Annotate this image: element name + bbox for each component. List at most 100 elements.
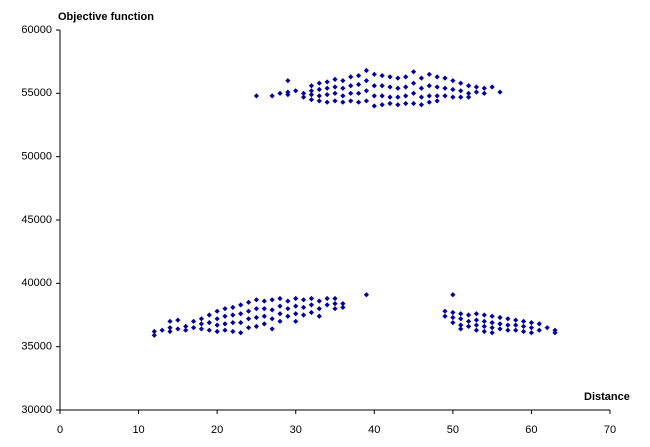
point bbox=[513, 317, 519, 323]
point bbox=[481, 85, 487, 91]
point bbox=[332, 295, 338, 302]
point bbox=[293, 303, 299, 309]
point bbox=[379, 102, 385, 108]
point bbox=[253, 306, 260, 312]
point bbox=[300, 312, 307, 318]
point bbox=[371, 93, 377, 99]
point bbox=[473, 84, 480, 90]
point bbox=[363, 67, 370, 74]
point bbox=[222, 321, 228, 327]
point bbox=[308, 83, 315, 89]
point bbox=[371, 71, 377, 77]
point bbox=[324, 302, 330, 308]
point bbox=[379, 73, 385, 79]
point bbox=[426, 99, 432, 105]
point bbox=[238, 320, 244, 326]
point bbox=[403, 74, 409, 80]
point bbox=[520, 328, 527, 335]
point bbox=[434, 98, 440, 104]
point bbox=[277, 295, 283, 302]
point bbox=[324, 295, 330, 302]
point bbox=[277, 311, 283, 317]
point bbox=[552, 330, 558, 336]
point bbox=[442, 313, 448, 319]
point bbox=[300, 304, 307, 310]
point bbox=[426, 93, 432, 99]
point bbox=[497, 89, 503, 95]
point bbox=[465, 90, 472, 96]
point bbox=[308, 295, 315, 302]
point bbox=[450, 309, 456, 316]
point bbox=[481, 318, 487, 324]
x-tick-label: 40 bbox=[368, 424, 380, 436]
point bbox=[316, 98, 322, 104]
point bbox=[206, 320, 212, 326]
y-tick-label: 45000 bbox=[21, 214, 52, 226]
point bbox=[481, 323, 487, 329]
point bbox=[269, 326, 275, 332]
point bbox=[316, 80, 322, 86]
y-tick-label: 30000 bbox=[21, 404, 52, 416]
point bbox=[348, 90, 354, 96]
point bbox=[167, 328, 173, 335]
point bbox=[332, 301, 338, 307]
point bbox=[222, 313, 228, 319]
x-tick-label: 70 bbox=[604, 424, 616, 436]
point bbox=[497, 326, 503, 332]
point bbox=[300, 297, 307, 303]
point bbox=[340, 78, 346, 84]
point bbox=[489, 325, 495, 331]
point bbox=[434, 84, 440, 90]
x-tick-label: 50 bbox=[447, 424, 459, 436]
point bbox=[348, 74, 354, 80]
point bbox=[536, 327, 542, 333]
point bbox=[395, 85, 401, 91]
point bbox=[214, 322, 220, 328]
point bbox=[528, 325, 535, 331]
point bbox=[293, 311, 299, 317]
point bbox=[198, 326, 205, 332]
point bbox=[324, 99, 330, 105]
point bbox=[214, 328, 220, 335]
point bbox=[332, 306, 338, 312]
point bbox=[450, 78, 456, 84]
point bbox=[465, 323, 472, 329]
point bbox=[308, 302, 315, 308]
point bbox=[450, 320, 456, 326]
point bbox=[198, 316, 205, 322]
point bbox=[332, 76, 338, 82]
point bbox=[324, 85, 330, 91]
point bbox=[473, 89, 480, 95]
x-tick-label: 0 bbox=[57, 424, 63, 436]
point bbox=[458, 80, 464, 86]
point bbox=[293, 88, 299, 94]
y-tick-label: 60000 bbox=[21, 24, 52, 36]
point bbox=[316, 306, 322, 312]
point bbox=[442, 93, 448, 99]
point bbox=[253, 323, 260, 329]
point bbox=[348, 98, 354, 104]
point bbox=[520, 318, 527, 324]
point bbox=[458, 94, 464, 100]
point bbox=[190, 318, 197, 324]
point bbox=[505, 327, 511, 333]
point bbox=[371, 83, 377, 89]
point bbox=[285, 306, 291, 312]
point bbox=[324, 92, 330, 98]
point bbox=[465, 83, 472, 89]
point bbox=[269, 93, 275, 99]
y-axis-title: Objective function bbox=[58, 11, 154, 23]
point bbox=[536, 321, 542, 327]
point bbox=[277, 303, 283, 309]
point bbox=[458, 311, 464, 317]
point bbox=[277, 318, 283, 324]
point bbox=[505, 322, 511, 328]
point bbox=[473, 311, 480, 317]
point bbox=[355, 81, 362, 88]
point bbox=[332, 84, 338, 90]
point bbox=[222, 327, 228, 333]
point bbox=[387, 74, 393, 80]
point bbox=[167, 325, 173, 331]
point bbox=[269, 307, 275, 313]
point bbox=[481, 312, 487, 318]
